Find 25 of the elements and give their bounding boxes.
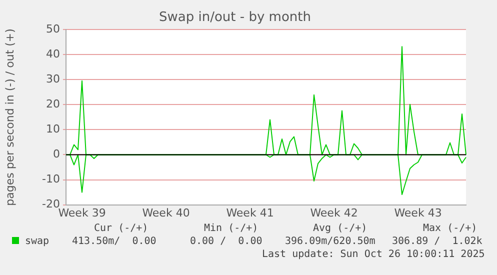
text: 413.50m/ 0.00 [72,235,156,248]
x-tick-label: Week 43 [394,206,442,220]
text: Last update: Sun Oct 26 10:00:11 2025 [262,248,485,261]
text: Avg (-/+) [313,222,368,235]
x-tick-label: Week 39 [58,206,106,220]
text: 396.09m/620.50m [285,235,376,248]
text: 0.00 / 0.00 [190,235,262,248]
x-tick-label: Week 41 [226,206,274,220]
text: Max (-/+) [423,222,478,235]
text: Cur (-/+) [94,222,148,235]
y-tick-label: -10 [42,172,60,186]
y-tick-label: 20 [46,98,60,111]
chart-title: Swap in/out - by month [159,10,311,26]
x-tick-label: Week 42 [310,206,358,220]
y-tick-label: -20 [42,198,60,211]
y-tick-label: 10 [46,122,60,136]
y-tick-label: 50 [46,22,60,36]
text: 306.89 / 1.02k [392,235,482,248]
x-tick-label: Week 40 [142,206,190,220]
y-axis-title: pages per second in (-) / out (+) [3,28,16,206]
legend-label: swap [24,235,50,248]
y-tick-label: 30 [46,72,60,86]
text: Min (-/+) [204,222,258,235]
y-tick-label: 0 [53,148,60,161]
y-tick-label: 40 [46,47,60,60]
